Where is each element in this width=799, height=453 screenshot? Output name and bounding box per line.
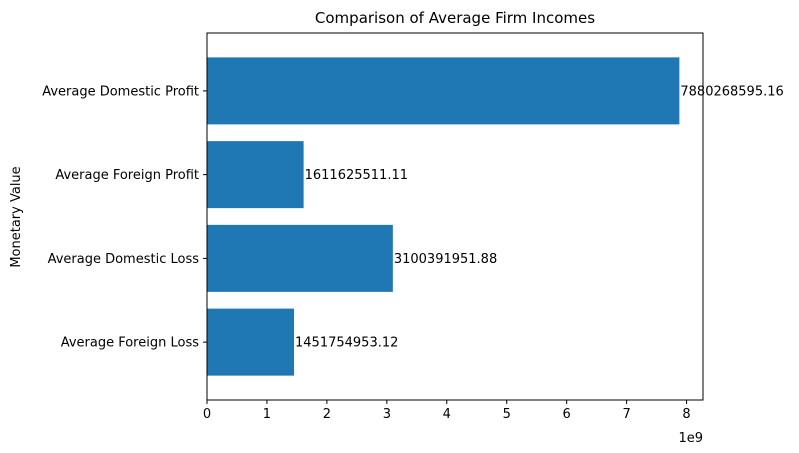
data-label: 7880268595.16 <box>680 84 783 99</box>
x-tick-label: 7 <box>622 407 630 422</box>
x-tick-label: 8 <box>682 407 690 422</box>
axes-frame <box>206 32 704 401</box>
bar <box>207 57 680 125</box>
x-tick-label: 0 <box>203 407 211 422</box>
x-tick-label: 5 <box>503 407 511 422</box>
bar <box>207 308 295 376</box>
data-label: 3100391951.88 <box>394 252 497 267</box>
data-label: 1451754953.12 <box>295 336 398 351</box>
x-tick-label: 4 <box>443 407 451 422</box>
plot-area: Average Domestic Profit 7880268595.16 Aver… <box>42 57 784 422</box>
data-label: 1611625511.11 <box>305 168 408 183</box>
x-axis-offset-label: 1e9 <box>678 431 703 446</box>
y-tick-label: Average Foreign Profit <box>55 168 199 183</box>
x-tick-label: 1 <box>263 407 271 422</box>
x-tick-label: 2 <box>323 407 331 422</box>
chart-title: Comparison of Average Firm Incomes <box>315 9 595 27</box>
y-tick-label: Average Domestic Loss <box>48 252 200 267</box>
y-tick-label: Average Domestic Profit <box>42 84 199 99</box>
bar <box>207 224 393 292</box>
bar <box>207 141 304 209</box>
x-tick-label: 3 <box>383 407 391 422</box>
y-axis-label: Monetary Value <box>9 166 24 267</box>
x-tick-label: 6 <box>563 407 571 422</box>
y-tick-label: Average Foreign Loss <box>61 336 200 351</box>
